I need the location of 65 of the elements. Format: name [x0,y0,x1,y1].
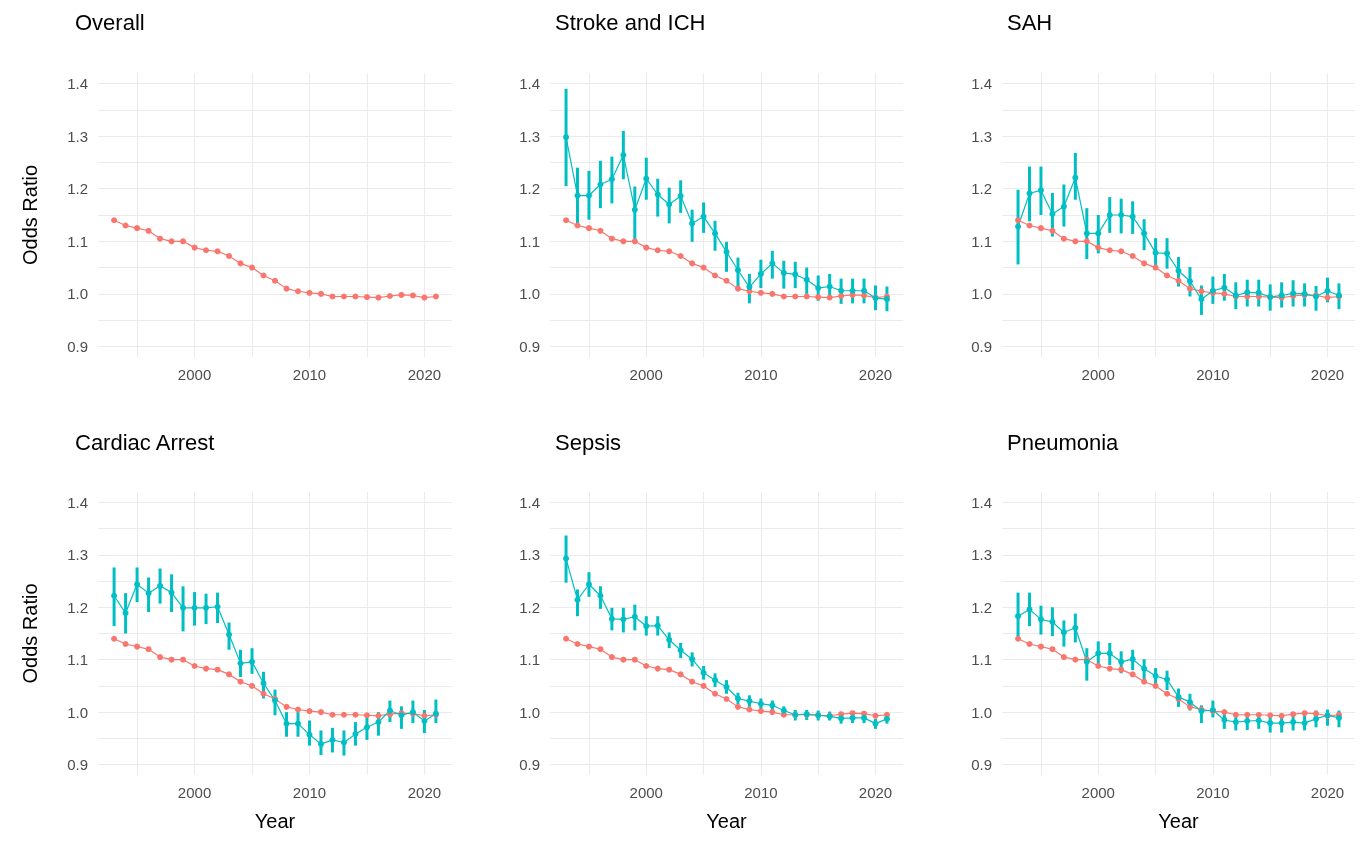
y-tick-label: 1.3 [971,546,992,564]
x-tick-label: 2010 [292,366,327,383]
y-tick-label: 1.3 [67,546,88,564]
y-tick-label: 1.3 [519,546,540,564]
x-tick-label: 2000 [177,366,212,383]
x-tick-label: 2020 [407,784,442,801]
y-tick-label: 1.4 [519,493,540,511]
y-tick-label: 1.4 [971,493,992,511]
y-tick-label: 0.9 [67,337,88,355]
x-tick-label: 2010 [1196,366,1230,383]
y-tick-label: 1.0 [971,703,992,721]
y-tick-label: 0.9 [519,756,540,774]
chart-title: Stroke and ICH [555,9,706,35]
y-tick-label: 1.0 [67,285,88,303]
y-tick-label: 1.2 [971,180,992,198]
y-tick-label: 1.1 [67,232,88,250]
y-tick-label: 1.1 [67,651,88,669]
y-tick-label: 1.1 [971,232,992,250]
y-tick-label: 1.2 [971,598,992,616]
y-tick-label: 1.1 [519,651,540,669]
y-tick-label: 1.4 [971,75,992,93]
y-tick-label: 0.9 [519,337,540,355]
chart-title: Pneumonia [1007,429,1120,455]
y-tick-label: 0.9 [971,337,992,355]
chart-title: Cardiac Arrest [75,429,215,455]
x-tick-label: 2020 [1310,366,1345,383]
x-tick-label: 2020 [858,366,893,383]
y-tick-label: 1.3 [519,127,540,145]
y-tick-label: 1.2 [519,598,540,616]
x-tick-label: 2010 [744,784,778,801]
y-tick-label: 1.2 [67,180,88,198]
y-axis-title: Odds Ratio [19,164,41,266]
x-axis-title: Year [706,810,748,832]
x-tick-label: 2010 [744,366,778,383]
chart-title: SAH [1007,9,1053,35]
x-tick-label: 2010 [1196,784,1230,801]
y-tick-label: 0.9 [971,756,992,774]
x-tick-label: 2020 [1310,784,1345,801]
x-axis-title: Year [1158,810,1200,832]
x-tick-label: 2000 [629,366,663,383]
y-tick-label: 1.3 [67,127,88,145]
x-tick-label: 2010 [292,784,327,801]
y-tick-label: 1.4 [519,75,540,93]
y-axis-title: Odds Ratio [19,583,41,684]
chart-title: Sepsis [555,429,622,455]
x-tick-label: 2000 [1081,784,1115,801]
y-tick-label: 1.0 [67,703,88,721]
x-tick-label: 2000 [177,784,212,801]
x-tick-label: 2000 [1081,366,1115,383]
y-tick-label: 1.2 [67,598,88,616]
y-tick-label: 1.0 [971,285,992,303]
y-tick-label: 1.2 [519,180,540,198]
chart-title: Overall [75,9,145,35]
x-tick-label: 2020 [407,366,442,383]
x-tick-label: 2020 [858,784,893,801]
y-tick-label: 1.4 [67,493,88,511]
x-tick-label: 2000 [629,784,663,801]
y-tick-label: 1.1 [519,232,540,250]
y-tick-label: 0.9 [67,756,88,774]
y-tick-label: 1.1 [971,651,992,669]
y-tick-label: 1.0 [519,285,540,303]
y-tick-label: 1.3 [971,127,992,145]
x-axis-title: Year [254,810,296,832]
y-tick-label: 1.0 [519,703,540,721]
y-tick-label: 1.4 [67,75,88,93]
